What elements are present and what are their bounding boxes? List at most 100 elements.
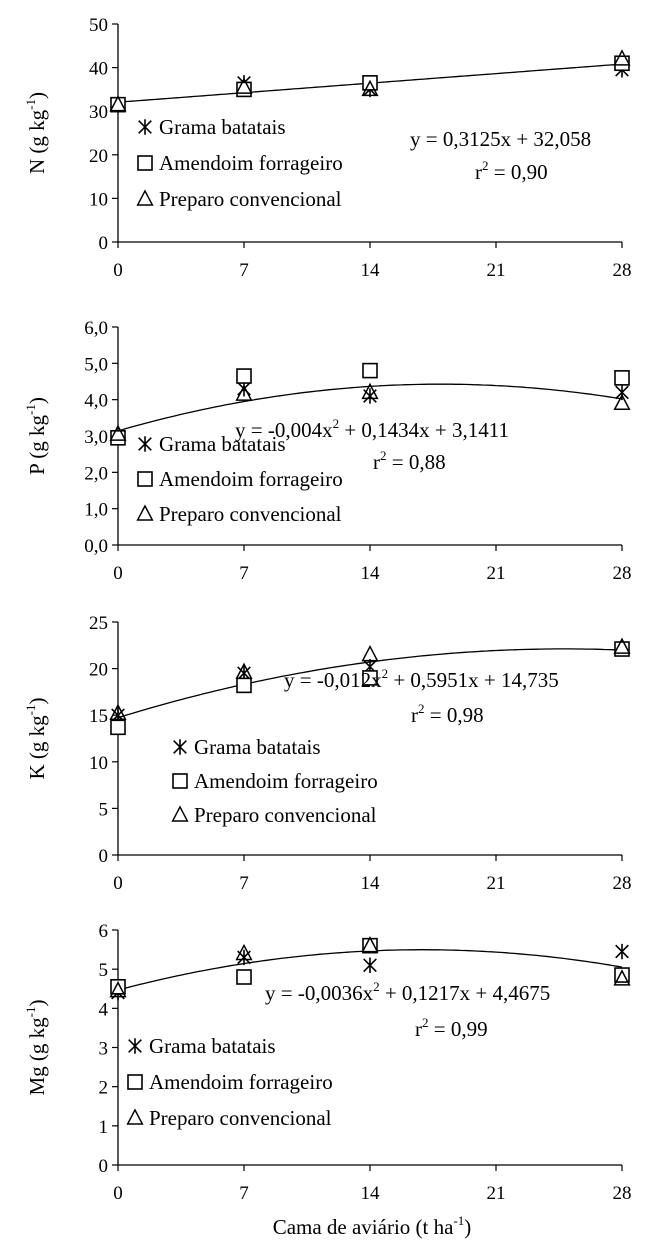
legend-marker-triangle [136, 504, 154, 521]
x-tick-label: 0 [113, 563, 123, 584]
r-squared-r: r [475, 160, 482, 184]
regression-equation: y = -0,012x2 + 0,5951x + 14,735 [284, 666, 559, 692]
chart-panel-3: 0 1 2 3 4 5 6 0 7 14 21 28 Mg (g kg-1) Grama batatais… [23, 921, 632, 1204]
legend-label: Grama batatais [149, 1034, 276, 1058]
y-axis-title-end: ) [25, 92, 49, 99]
regression-equation: y = 0,3125x + 32,058 [410, 127, 591, 151]
y-tick-label: 5 [99, 799, 109, 820]
legend-label: Preparo convencional [159, 502, 342, 526]
y-tick-label: 5,0 [84, 354, 108, 375]
y-tick-label: 0 [99, 1156, 109, 1177]
y-tick-label: 10 [89, 189, 108, 210]
y-tick-label: 5 [99, 960, 109, 981]
legend-label: Preparo convencional [149, 1106, 332, 1130]
data-point-asterisk [237, 949, 251, 966]
y-axis-title-main: N (g kg [25, 109, 49, 174]
y-tick-label: 20 [89, 660, 108, 681]
data-point-triangle [613, 49, 631, 66]
equation-sup: 2 [373, 979, 380, 994]
legend-label: Amendoim forrageiro [194, 769, 378, 793]
y-axis-title: Mg (g kg-1) [23, 999, 49, 1095]
x-tick-label: 21 [487, 1183, 506, 1204]
data-point-triangle [109, 94, 127, 112]
legend-marker-asterisk [138, 436, 152, 452]
legend-marker-square [172, 773, 188, 789]
legend-label: Preparo convencional [159, 187, 342, 211]
x-tick-label: 0 [113, 260, 123, 281]
y-axis-title-end: ) [25, 999, 49, 1006]
data-point-triangle [235, 384, 253, 401]
x-tick-label: 7 [239, 1183, 249, 1204]
r-squared-value: = 0,88 [387, 450, 446, 474]
y-tick-label: 2 [99, 1078, 109, 1099]
data-point-square [236, 677, 252, 694]
y-tick-label: 6 [99, 921, 109, 942]
x-tick-label: 7 [239, 563, 249, 584]
regression-equation: y = -0,004x2 + 0,1434x + 3,1411 [235, 416, 509, 442]
r-squared-value: = 0,98 [425, 703, 484, 727]
equation-sup: 2 [382, 666, 389, 681]
y-axis-title-main: Mg (g kg [25, 1017, 49, 1096]
x-tick-label: 14 [361, 1183, 381, 1204]
x-tick-label: 14 [361, 260, 381, 281]
chart-panel-2: 0 5 10 15 20 25 0 7 14 21 28 K (g kg-1) Grama batata… [23, 613, 632, 894]
y-axis-title-end: ) [25, 697, 49, 704]
data-point-triangle [361, 382, 379, 400]
legend-label: Amendoim forrageiro [159, 467, 343, 491]
data-point-triangle [109, 703, 127, 721]
y-axis-title-sup: -1 [23, 704, 38, 715]
regression-equation: y = -0,0036x2 + 0,1217x + 4,4675 [265, 979, 550, 1005]
r-squared-r: r [411, 703, 418, 727]
r-squared-sup: 2 [418, 701, 425, 716]
x-tick-label: 14 [361, 873, 381, 894]
data-point-square [110, 430, 126, 446]
chart-panel-0: 0 10 20 30 40 50 0 7 14 21 28 N (g kg-1) Grama batat… [23, 15, 632, 281]
data-point-asterisk [615, 384, 629, 401]
equation-main: y = -0,0036x [265, 981, 374, 1005]
r-squared-sup: 2 [380, 448, 387, 463]
r-squared: r2 = 0,99 [415, 1015, 488, 1041]
legend-marker-asterisk [138, 119, 152, 135]
x-tick-label: 28 [613, 260, 632, 281]
data-point-triangle [361, 936, 379, 953]
data-point-triangle [361, 644, 379, 662]
y-tick-label: 4 [99, 999, 109, 1020]
legend-marker-triangle [136, 189, 154, 206]
legend-label: Grama batatais [159, 115, 286, 139]
y-tick-label: 3,0 [84, 427, 108, 448]
legend-marker-triangle [171, 805, 189, 822]
y-tick-label: 0,0 [84, 536, 108, 557]
data-point-triangle [109, 981, 127, 998]
fit-curve [117, 383, 623, 432]
x-tick-label: 28 [613, 563, 632, 584]
data-point-triangle [235, 77, 253, 94]
legend-label: Grama batatais [159, 432, 286, 456]
y-tick-label: 25 [89, 613, 108, 634]
chart-panel-1: 0,0 1,0 2,0 3,0 4,0 5,0 6,0 0 7 14 21 28 P (g kg-1) G… [23, 318, 632, 584]
y-tick-label: 0 [99, 233, 109, 254]
equation-main: y = -0,012x [284, 668, 382, 692]
r-squared-value: = 0,90 [489, 160, 548, 184]
y-axis-title-sup: -1 [23, 99, 38, 110]
x-tick-label: 21 [487, 260, 506, 281]
data-point-square [614, 55, 630, 72]
equation-rest: + 0,1217x + 4,4675 [380, 981, 551, 1005]
y-tick-label: 1 [99, 1117, 109, 1138]
y-tick-label: 30 [89, 102, 108, 123]
data-point-asterisk [363, 388, 377, 404]
r-squared: r2 = 0,90 [475, 158, 548, 184]
data-point-asterisk [615, 943, 629, 960]
y-tick-label: 40 [89, 59, 108, 80]
r-squared: r2 = 0,88 [373, 448, 446, 474]
y-tick-label: 4,0 [84, 391, 108, 412]
data-point-triangle [361, 79, 379, 97]
legend-marker-asterisk [173, 739, 187, 755]
y-tick-label: 6,0 [84, 318, 108, 339]
r-squared-sup: 2 [482, 158, 489, 173]
data-point-triangle [109, 424, 127, 441]
x-tick-label: 7 [239, 873, 249, 894]
legend-marker-square [127, 1074, 143, 1090]
legend-marker-asterisk [128, 1038, 142, 1054]
